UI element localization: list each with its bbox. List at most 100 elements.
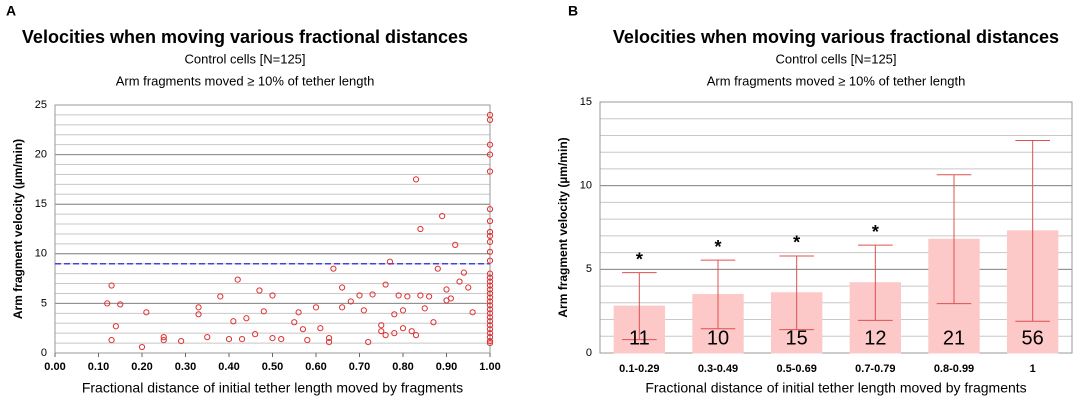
point — [486, 337, 494, 345]
x-axis-label: Fractional distance of initial tether le… — [82, 380, 463, 396]
point — [312, 304, 320, 311]
point — [486, 322, 494, 329]
point — [278, 336, 285, 343]
x-tick-label: 0.80 — [392, 361, 413, 373]
point — [252, 331, 259, 338]
point — [160, 337, 167, 344]
count-label: 12 — [864, 327, 886, 349]
x-tick-label: 0.1-0.29 — [619, 363, 659, 375]
point — [486, 217, 494, 225]
y-tick-label: 10 — [580, 180, 592, 192]
point — [486, 286, 494, 293]
point — [486, 282, 494, 289]
point — [486, 298, 494, 305]
point — [339, 304, 346, 311]
point — [486, 314, 494, 321]
significance-mark: * — [793, 233, 800, 253]
panel-label: A — [6, 3, 16, 19]
plot-frame — [54, 104, 491, 354]
point — [399, 307, 407, 314]
point — [486, 278, 494, 285]
y-tick-label: 5 — [586, 263, 592, 275]
point — [269, 335, 276, 342]
x-tick-label: 0.60 — [305, 361, 326, 373]
point — [382, 332, 389, 339]
point — [295, 309, 302, 316]
significance-mark: * — [714, 237, 721, 257]
point — [486, 306, 494, 313]
point — [160, 334, 167, 341]
point — [339, 284, 346, 291]
y-axis-label: Arm fragment velocity (µm/min) — [11, 139, 25, 319]
point — [486, 290, 494, 297]
point — [486, 294, 494, 301]
point — [356, 292, 363, 299]
point — [460, 269, 467, 276]
x-tick-label: 0.3-0.49 — [698, 363, 738, 375]
point — [256, 287, 263, 294]
point — [291, 319, 298, 326]
x-tick-label: 0.10 — [88, 361, 109, 373]
point — [299, 326, 307, 333]
x-tick-label: 0.70 — [349, 361, 370, 373]
point — [369, 291, 376, 298]
point — [404, 293, 411, 300]
y-tick-label: 25 — [35, 99, 47, 111]
count-label: 11 — [629, 327, 650, 349]
count-label: 10 — [707, 327, 729, 349]
point — [325, 338, 333, 346]
y-tick-label: 0 — [41, 347, 47, 359]
point — [234, 276, 241, 283]
x-tick-label: 1.00 — [479, 361, 500, 373]
point — [395, 292, 402, 299]
point — [486, 168, 494, 175]
x-tick-label: 0.00 — [44, 361, 65, 373]
point — [456, 278, 463, 285]
point — [430, 319, 437, 326]
point — [469, 309, 476, 316]
x-tick-label: 0.5-0.69 — [776, 363, 816, 375]
x-tick-label: 0.8-0.99 — [934, 363, 974, 375]
point — [447, 295, 454, 302]
point — [486, 141, 494, 148]
point — [486, 257, 494, 264]
y-tick-label: 5 — [41, 297, 47, 309]
chart-title: Velocities when moving various fractiona… — [22, 27, 468, 47]
point — [486, 116, 494, 123]
point — [347, 298, 354, 305]
point — [399, 325, 407, 332]
point — [117, 301, 124, 308]
point — [486, 339, 494, 347]
point — [225, 336, 233, 343]
point — [486, 318, 494, 325]
chart-title: Velocities when moving various fractiona… — [613, 27, 1059, 47]
point — [360, 307, 367, 314]
point — [238, 336, 246, 343]
subtitle: Control cells [N=125] — [184, 51, 305, 66]
count-label: 56 — [1022, 327, 1044, 349]
point — [269, 292, 276, 299]
point — [417, 225, 424, 233]
significance-mark: * — [636, 249, 643, 269]
point — [486, 310, 494, 317]
y-tick-label: 0 — [586, 347, 592, 359]
point — [486, 232, 494, 240]
point — [486, 228, 494, 236]
x-tick-label: 0.90 — [436, 361, 457, 373]
point — [486, 330, 494, 337]
point — [108, 282, 115, 289]
point — [486, 151, 494, 158]
point — [421, 305, 428, 312]
point — [426, 293, 433, 300]
point — [378, 322, 385, 329]
point — [486, 274, 494, 281]
point — [486, 206, 494, 213]
subtitle: Arm fragments moved ≥ 10% of tether leng… — [116, 73, 375, 88]
point — [365, 338, 372, 346]
point — [317, 325, 324, 332]
point — [260, 308, 267, 315]
x-tick-label: 0.7-0.79 — [855, 363, 895, 375]
point — [243, 315, 250, 322]
point — [434, 265, 441, 272]
